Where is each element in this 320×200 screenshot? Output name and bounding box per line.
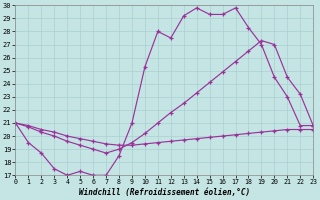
X-axis label: Windchill (Refroidissement éolien,°C): Windchill (Refroidissement éolien,°C) [79, 188, 250, 197]
